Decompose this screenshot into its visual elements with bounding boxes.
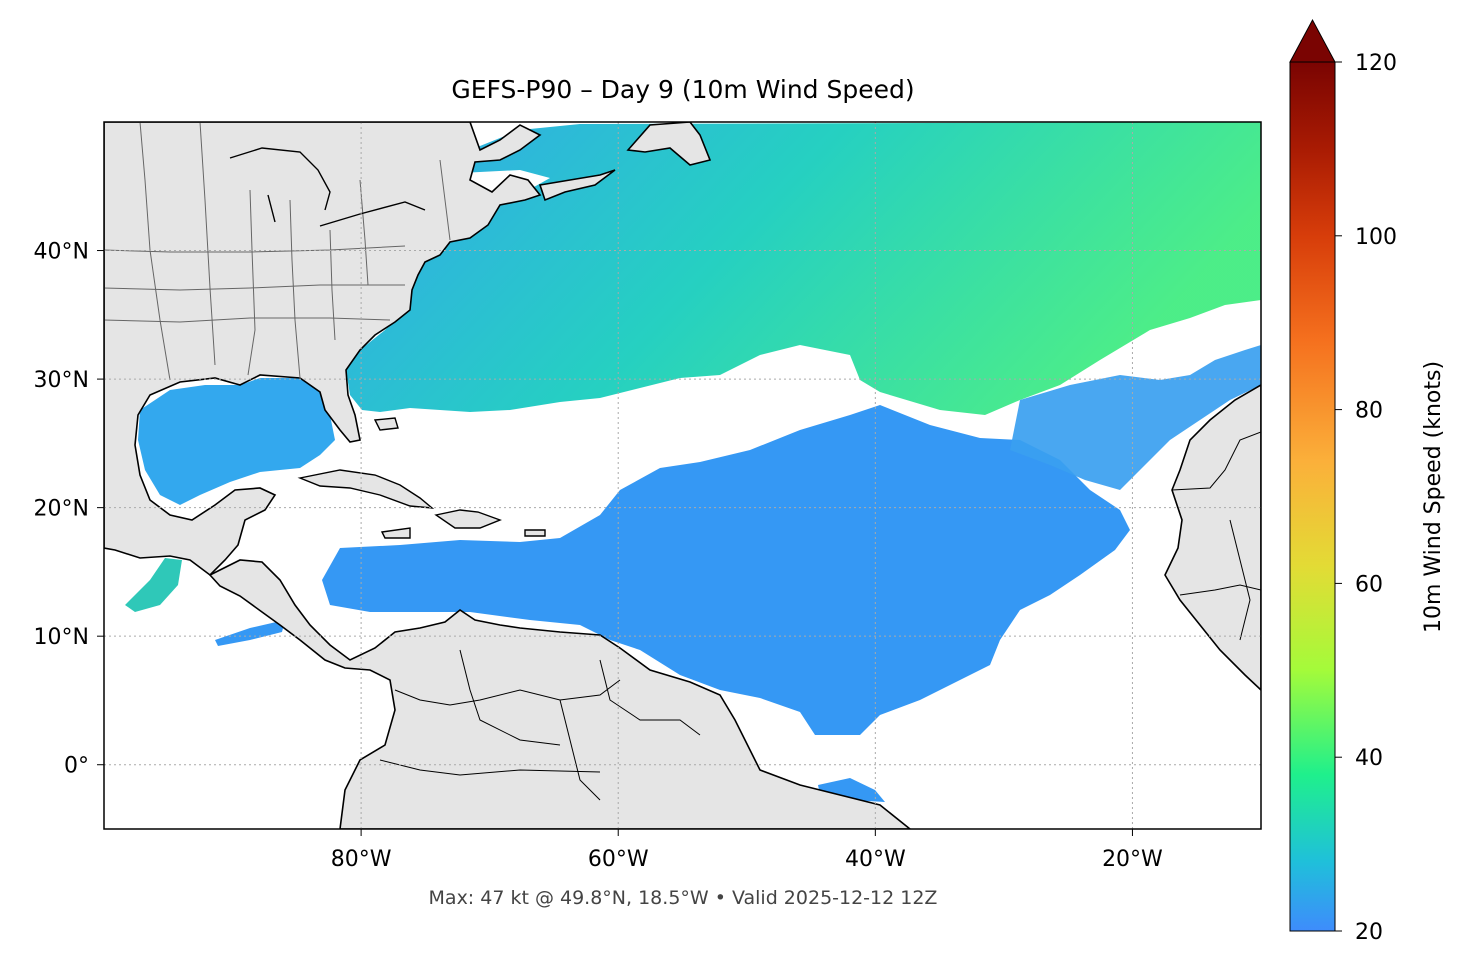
- wind-field-pacific-patch: [125, 558, 182, 612]
- land-newfoundland: [626, 122, 712, 166]
- x-axis-ticks: 80°W 60°W 40°W 20°W: [331, 829, 1163, 872]
- y-tick-label: 0°: [64, 754, 89, 779]
- y-axis-ticks: 0° 10°N 20°N 30°N 40°N: [34, 240, 104, 779]
- country-borders-africa: [1171, 431, 1261, 641]
- y-tick-label: 40°N: [34, 240, 89, 265]
- map-panel: [104, 122, 1261, 829]
- x-tick-label: 20°W: [1102, 847, 1163, 872]
- y-tick-label: 30°N: [34, 368, 89, 393]
- map-title: GEFS-P90 – Day 9 (10m Wind Speed): [451, 75, 914, 104]
- us-state-borders: [104, 122, 451, 381]
- country-borders-south-america: [379, 649, 701, 801]
- max-wind-footnote: Max: 47 kt @ 49.8°N, 18.5°W • Valid 2025…: [429, 887, 938, 909]
- caribbean-islands: [297, 417, 546, 539]
- colorbar-tick-label: 120: [1355, 51, 1397, 76]
- x-tick-label: 80°W: [331, 847, 392, 872]
- map-frame: [103, 121, 1262, 830]
- x-tick-label: 40°W: [845, 847, 906, 872]
- y-tick-label: 20°N: [34, 497, 89, 522]
- wind-field-east: [1010, 345, 1261, 490]
- wind-field-gulf: [138, 378, 335, 505]
- great-lakes: [229, 147, 426, 227]
- colorbar-gradient: [1289, 61, 1336, 932]
- colorbar-label: 10m Wind Speed (knots): [1421, 361, 1446, 633]
- land-africa: [1164, 384, 1261, 692]
- colorbar-ticks: 20 40 60 80 100 120: [1335, 51, 1397, 945]
- y-tick-label: 10°N: [34, 625, 89, 650]
- colorbar-tick-label: 20: [1355, 920, 1383, 945]
- colorbar-tick-label: 60: [1355, 572, 1383, 597]
- colorbar: 20 40 60 80 100 120 10m Wind Speed (knots): [1289, 18, 1446, 945]
- colorbar-extend-arrow: [1289, 18, 1336, 63]
- wind-field-trades: [322, 405, 1130, 735]
- colorbar-tick-label: 100: [1355, 225, 1397, 250]
- land-nova-scotia: [538, 169, 616, 202]
- colorbar-tick-label: 40: [1355, 746, 1383, 771]
- colorbar-tick-label: 80: [1355, 399, 1383, 424]
- land-north-america: [104, 122, 542, 577]
- wind-field-pacific-patch-2: [215, 620, 285, 646]
- x-tick-label: 60°W: [588, 847, 649, 872]
- wind-field-north: [346, 122, 1261, 415]
